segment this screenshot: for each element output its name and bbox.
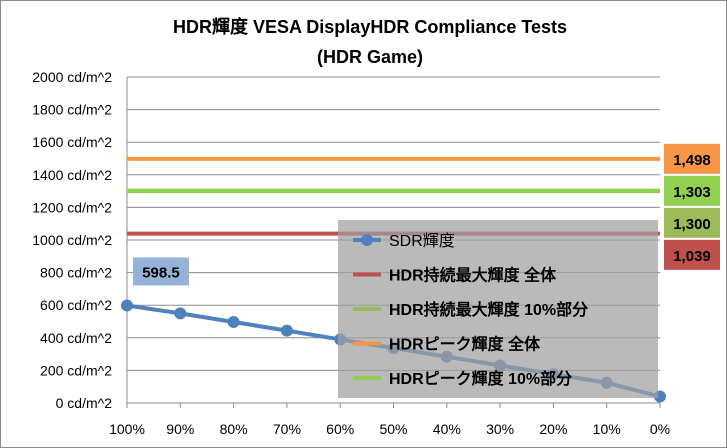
y-tick-label: 2000 cd/m^2 xyxy=(32,69,112,85)
legend-label: HDR持続最大輝度 10%部分 xyxy=(389,300,588,319)
data-label: 598.5 xyxy=(142,264,180,281)
x-tick-label: 50% xyxy=(379,421,407,437)
y-tick-label: 800 cd/m^2 xyxy=(40,265,112,281)
x-tick-label: 90% xyxy=(166,421,194,437)
y-tick-label: 1600 cd/m^2 xyxy=(32,134,112,150)
x-tick-label: 10% xyxy=(593,421,621,437)
y-tick-label: 1800 cd/m^2 xyxy=(32,102,112,118)
value-label: 1,303 xyxy=(673,184,711,201)
value-label-box xyxy=(664,143,720,174)
y-tick-label: 1000 cd/m^2 xyxy=(32,232,112,248)
chart-title-line-1: HDR輝度 VESA DisplayHDR Compliance Tests xyxy=(173,16,567,37)
data-label-box xyxy=(133,257,189,286)
y-tick-label: 200 cd/m^2 xyxy=(40,362,112,378)
y-tick-label: 1400 cd/m^2 xyxy=(32,167,112,183)
y-tick-label: 400 cd/m^2 xyxy=(40,330,112,346)
x-tick-label: 0% xyxy=(650,421,670,437)
x-tick-label: 20% xyxy=(539,421,567,437)
x-tick-label: 60% xyxy=(326,421,354,437)
value-label: 1,300 xyxy=(673,216,711,233)
chart-title-line-2: (HDR Game) xyxy=(317,47,423,67)
legend-box xyxy=(338,220,658,398)
x-tick-label: 30% xyxy=(486,421,514,437)
x-tick-label: 40% xyxy=(433,421,461,437)
value-label: 1,498 xyxy=(673,152,711,169)
data-point xyxy=(280,324,293,337)
y-tick-label: 1200 cd/m^2 xyxy=(32,199,112,215)
legend-label: SDR輝度 xyxy=(389,232,455,250)
axes: 0 cd/m^2 200 cd/m^2 400 cd/m^2 600 cd/m^2 80… xyxy=(32,69,670,437)
legend-marker xyxy=(361,234,373,246)
value-label-box xyxy=(664,207,720,238)
value-labels: 1,498 1,303 1,300 1,039 598.5 xyxy=(133,143,720,286)
x-tick-label: 80% xyxy=(220,421,248,437)
data-point xyxy=(227,315,240,328)
data-point xyxy=(121,299,133,312)
legend: SDR輝度 HDR持続最大輝度 全体 HDR持続最大輝度 10%部分 HDRピーク輝度… xyxy=(338,220,658,398)
data-point xyxy=(174,307,187,320)
value-label-box xyxy=(664,175,720,206)
y-tick-label: 600 cd/m^2 xyxy=(40,297,112,313)
legend-label: HDR持続最大輝度 全体 xyxy=(389,266,557,285)
y-tick-label: 0 cd/m^2 xyxy=(56,395,113,411)
x-tick-label: 100% xyxy=(109,421,145,437)
x-tick-label: 70% xyxy=(273,421,301,437)
legend-label: HDRピーク輝度 10%部分 xyxy=(389,369,572,388)
legend-label: HDRピーク輝度 全体 xyxy=(389,335,541,354)
value-label: 1,039 xyxy=(673,248,711,265)
value-label-box xyxy=(664,239,720,270)
